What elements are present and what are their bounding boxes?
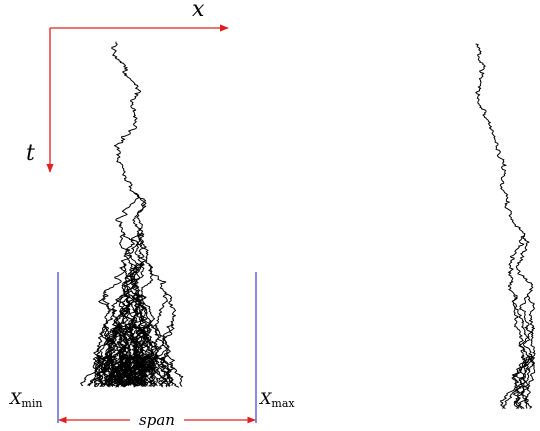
- walk-path: [137, 233, 151, 265]
- walk-path: [134, 293, 147, 325]
- walk-path: [113, 325, 127, 357]
- walk-path: [502, 356, 535, 409]
- walk-path: [167, 293, 177, 326]
- left-branching-walks: [80, 41, 184, 388]
- walk-path: [132, 192, 147, 234]
- walk-path: [154, 354, 174, 386]
- walk-path: [129, 233, 141, 265]
- x-axis-label: x: [192, 0, 205, 22]
- walk-path: [113, 293, 138, 325]
- walk-path: [507, 234, 525, 296]
- walk-path: [151, 324, 165, 356]
- walk-path: [120, 232, 135, 264]
- walk-path: [100, 355, 109, 387]
- walk-path: [122, 262, 130, 295]
- span-bounds: Xmin Xmax span: [8, 272, 295, 429]
- walk-path: [523, 295, 535, 357]
- t-axis-label: t: [26, 141, 35, 166]
- walk-path: [99, 355, 111, 387]
- walk-path: [113, 293, 127, 326]
- walk-path: [116, 355, 140, 387]
- walk-path: [148, 263, 169, 295]
- walk-path: [513, 356, 533, 409]
- right-branching-walks: [475, 43, 536, 410]
- walk-path: [124, 293, 136, 325]
- walk-path: [131, 323, 144, 355]
- walk-path: [520, 355, 532, 409]
- walk-path: [165, 355, 176, 388]
- walk-path: [519, 295, 536, 358]
- walk-path: [134, 323, 145, 356]
- walk-path: [99, 324, 111, 356]
- walk-path: [104, 324, 120, 357]
- walk-path: [134, 293, 156, 326]
- walk-path: [110, 355, 124, 387]
- walk-path: [103, 324, 111, 357]
- axes: x t: [26, 0, 229, 173]
- walk-path: [125, 293, 139, 325]
- walk-path: [92, 355, 106, 387]
- walk-path: [162, 324, 175, 357]
- walk-path: [121, 263, 139, 295]
- walk-path: [475, 43, 526, 236]
- walk-path: [145, 355, 157, 388]
- walk-path: [146, 324, 155, 356]
- walk-path: [511, 294, 529, 356]
- walk-path: [156, 355, 170, 388]
- walk-path: [122, 262, 136, 295]
- walk-path: [131, 324, 149, 357]
- walk-path: [515, 355, 536, 409]
- walk-path: [115, 192, 140, 234]
- walk-path: [134, 232, 144, 265]
- walk-path: [132, 323, 154, 356]
- walk-path: [93, 324, 107, 356]
- x-min-label: Xmin: [8, 389, 42, 410]
- walk-path: [147, 354, 167, 386]
- walk-path: [154, 293, 169, 326]
- walk-path: [512, 294, 529, 356]
- walk-path: [152, 324, 167, 357]
- walk-path: [160, 355, 184, 387]
- walk-path: [515, 234, 534, 297]
- walk-path: [111, 41, 142, 194]
- walk-path: [150, 324, 162, 357]
- walk-path: [117, 293, 136, 326]
- walk-path: [129, 262, 141, 295]
- walk-path: [122, 354, 154, 387]
- walk-path: [162, 355, 179, 388]
- x-max-label: Xmax: [258, 389, 295, 410]
- walk-path: [98, 293, 112, 326]
- walk-path: [116, 324, 128, 356]
- walk-path: [134, 353, 143, 386]
- walk-path: [103, 293, 126, 326]
- span-label: span: [139, 411, 175, 429]
- walk-path: [103, 262, 127, 295]
- walk-path: [138, 294, 152, 326]
- walk-path: [119, 232, 131, 264]
- walk-path: [116, 324, 131, 357]
- walk-path: [129, 263, 145, 295]
